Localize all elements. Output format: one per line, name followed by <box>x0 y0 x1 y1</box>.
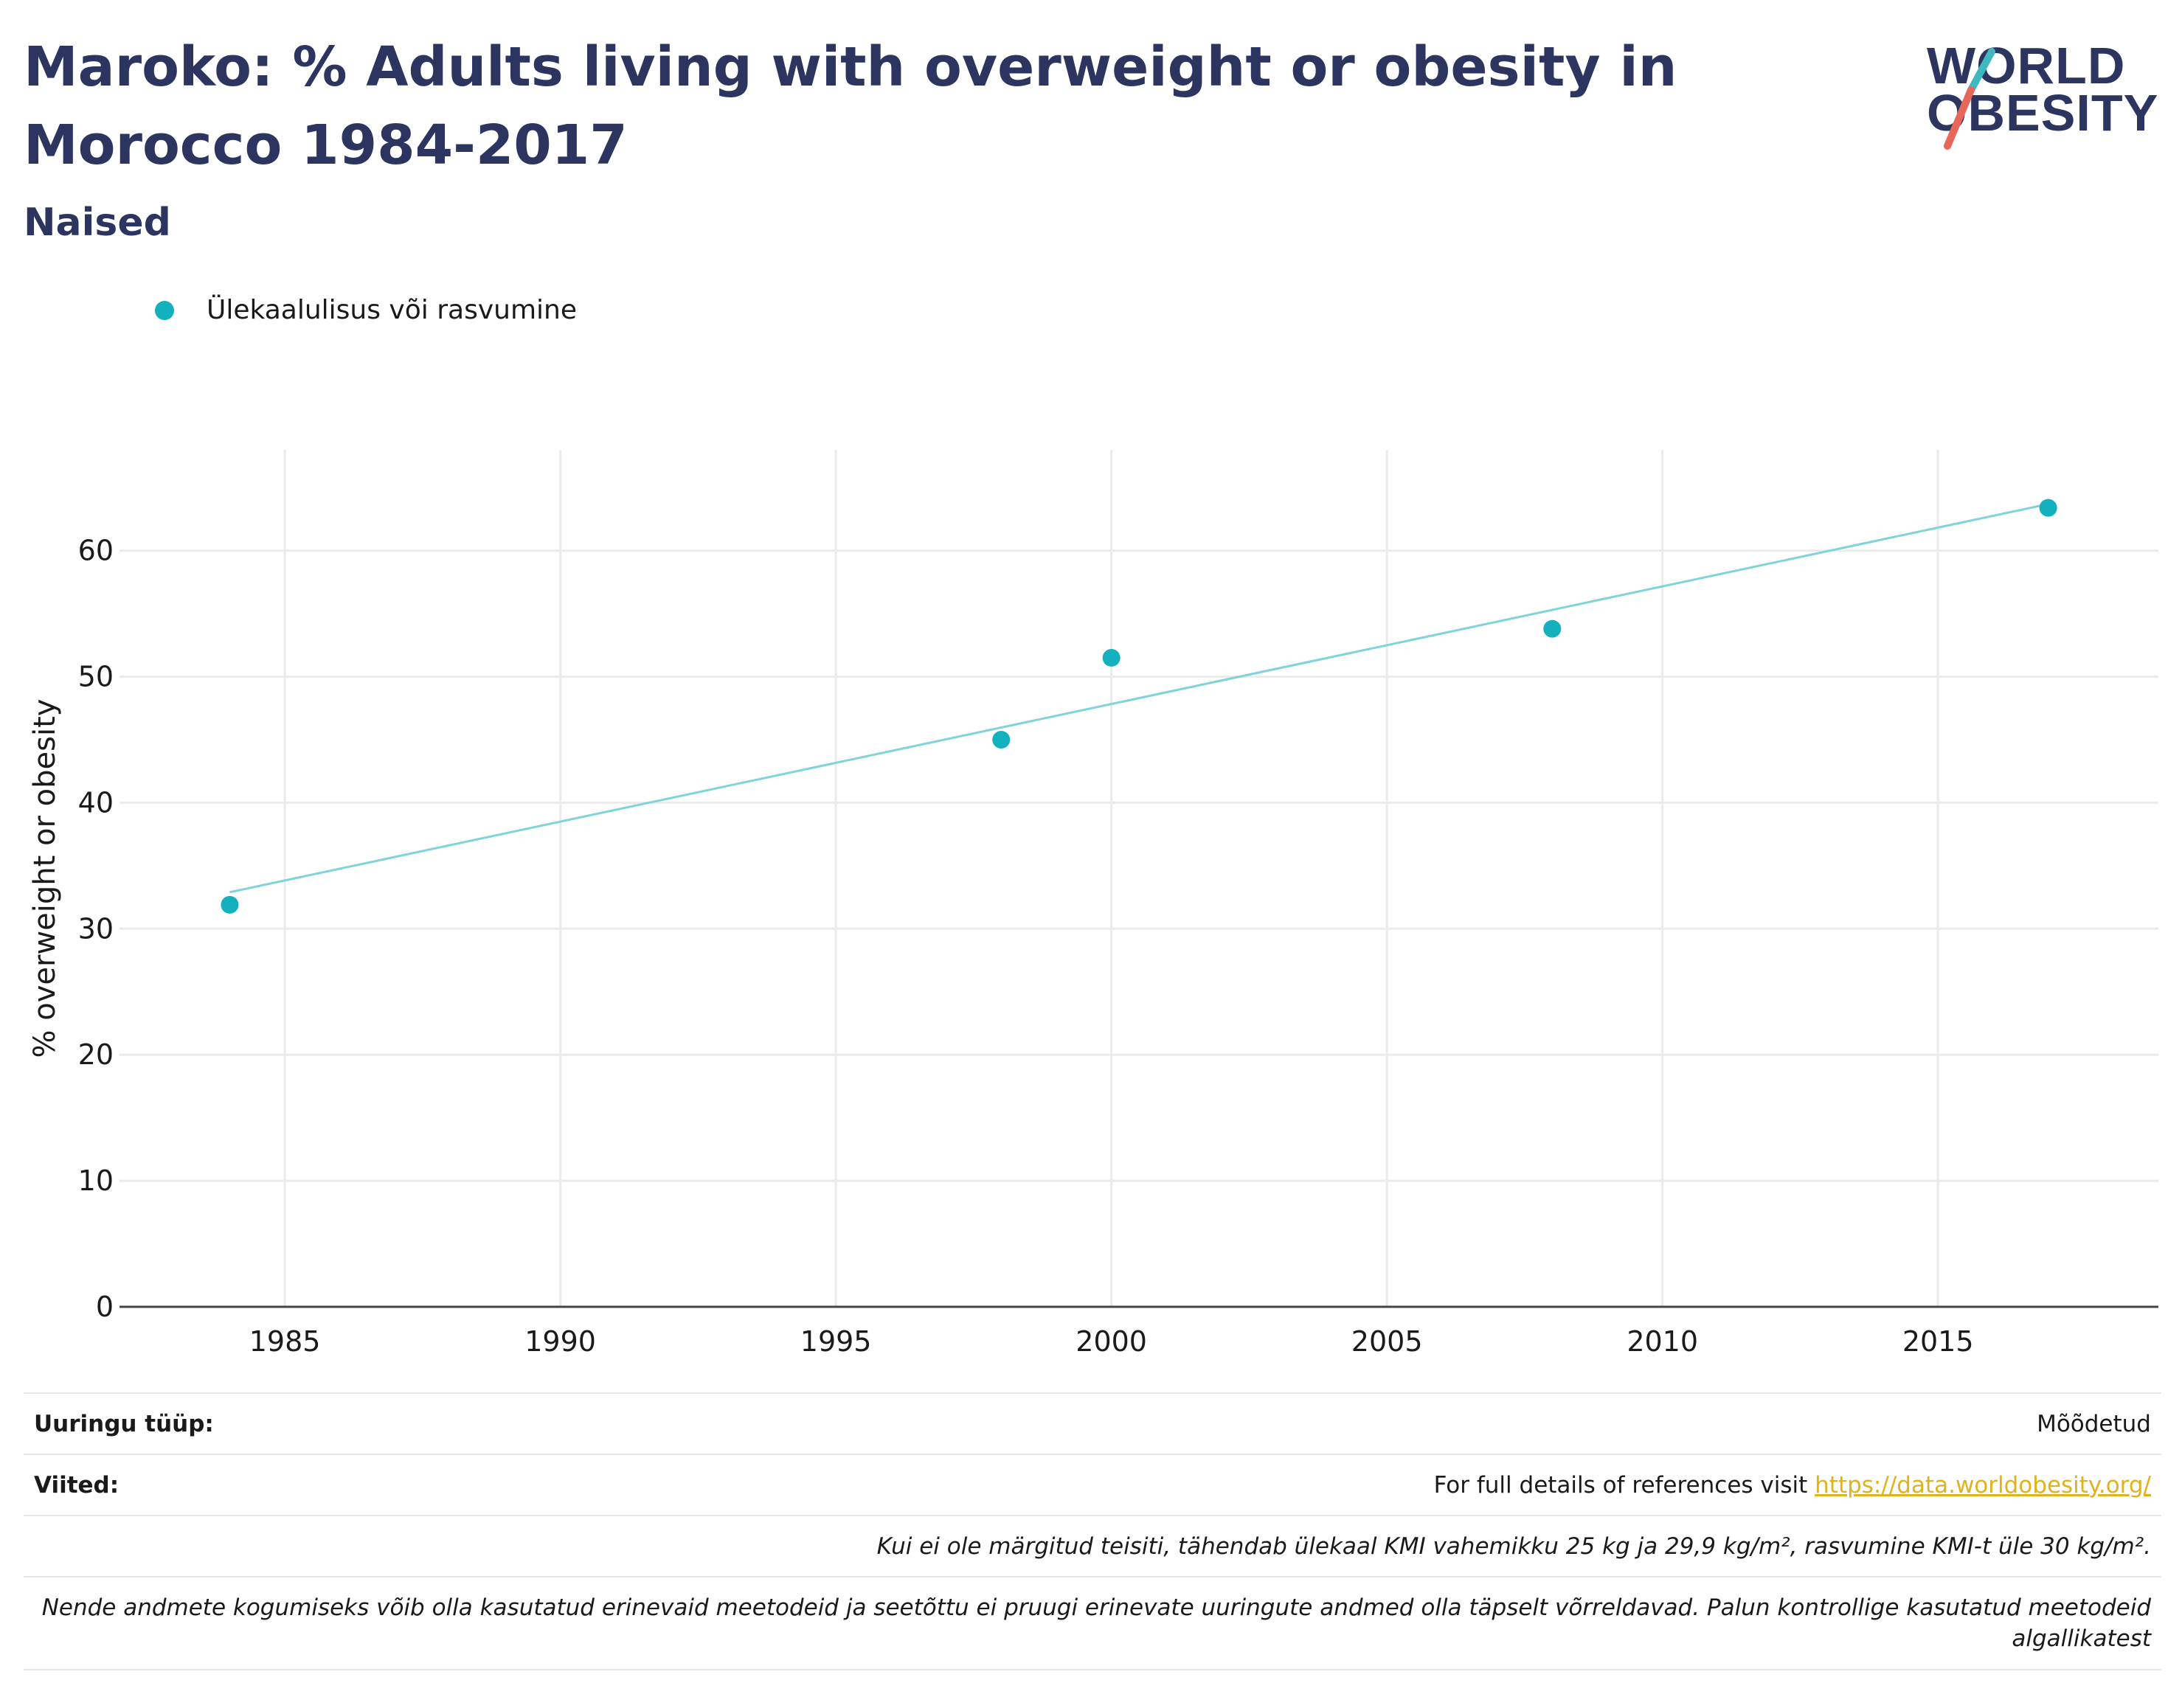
data-point <box>992 731 1011 749</box>
x-tick-label: 1995 <box>800 1325 872 1358</box>
y-tick-label: 60 <box>78 535 114 567</box>
y-tick-label: 0 <box>96 1291 114 1323</box>
y-tick-label: 10 <box>78 1164 114 1197</box>
legend-label: Ülekaalulisus või rasvumine <box>207 295 577 325</box>
data-point <box>2039 499 2057 517</box>
scatter-chart: 1985 1990 1995 2000 2005 2010 2015 0 10 20 30 40 50 6… <box>28 450 2158 1358</box>
trend-line <box>229 503 2048 894</box>
survey-type-row: Uuringu tüüp: Mõõdetud <box>24 1392 2161 1454</box>
survey-type-value: Mõõdetud <box>2037 1410 2151 1437</box>
x-tick-label: 2015 <box>1902 1325 1974 1358</box>
data-point <box>221 895 239 914</box>
y-tick-label: 50 <box>78 661 114 693</box>
page-title: Maroko: % Adults living with overweight … <box>24 35 1677 177</box>
x-tick-label: 2000 <box>1076 1325 1147 1358</box>
x-tick-label: 2010 <box>1627 1325 1698 1358</box>
x-tick-label: 1990 <box>524 1325 596 1358</box>
definition-note: Kui ei ole märgitud teisiti, tähendab ül… <box>876 1532 2151 1560</box>
data-point <box>1102 648 1121 667</box>
references-value: For full details of references visit htt… <box>1434 1472 2151 1499</box>
methods-note: Nende andmete kogumiseks võib olla kasut… <box>41 1594 2151 1652</box>
x-tick-label: 1985 <box>249 1325 321 1358</box>
chart-legend[interactable]: Ülekaalulisus või rasvumine <box>155 295 577 325</box>
x-tick-label: 2005 <box>1351 1325 1423 1358</box>
legend-marker <box>155 300 174 320</box>
references-label: Viited: <box>34 1471 120 1499</box>
methods-row: Nende andmete kogumiseks võib olla kasut… <box>24 1576 2161 1670</box>
y-tick-label: 20 <box>78 1038 114 1071</box>
survey-type-label: Uuringu tüüp: <box>34 1410 214 1437</box>
chart-subtitle: Naised <box>24 201 171 245</box>
y-tick-label: 30 <box>78 912 114 945</box>
logo-line-1: WORLD <box>1927 37 2126 94</box>
data-point <box>1543 619 1562 638</box>
logo-slash-icon <box>1944 48 1995 150</box>
world-obesity-logo[interactable]: WORLD OBESITY <box>1925 22 2169 155</box>
y-tick-label: 40 <box>78 786 114 819</box>
definition-row: Kui ei ole märgitud teisiti, tähendab ül… <box>24 1515 2161 1576</box>
references-link[interactable]: https://data.worldobesity.org/ <box>1815 1471 2151 1499</box>
references-text: For full details of references visit <box>1433 1471 1815 1499</box>
y-axis-label: % overweight or obesity <box>28 699 62 1058</box>
references-row: Viited: For full details of references v… <box>24 1454 2161 1515</box>
info-table: Uuringu tüüp: Mõõdetud Viited: For full … <box>24 1392 2161 1670</box>
